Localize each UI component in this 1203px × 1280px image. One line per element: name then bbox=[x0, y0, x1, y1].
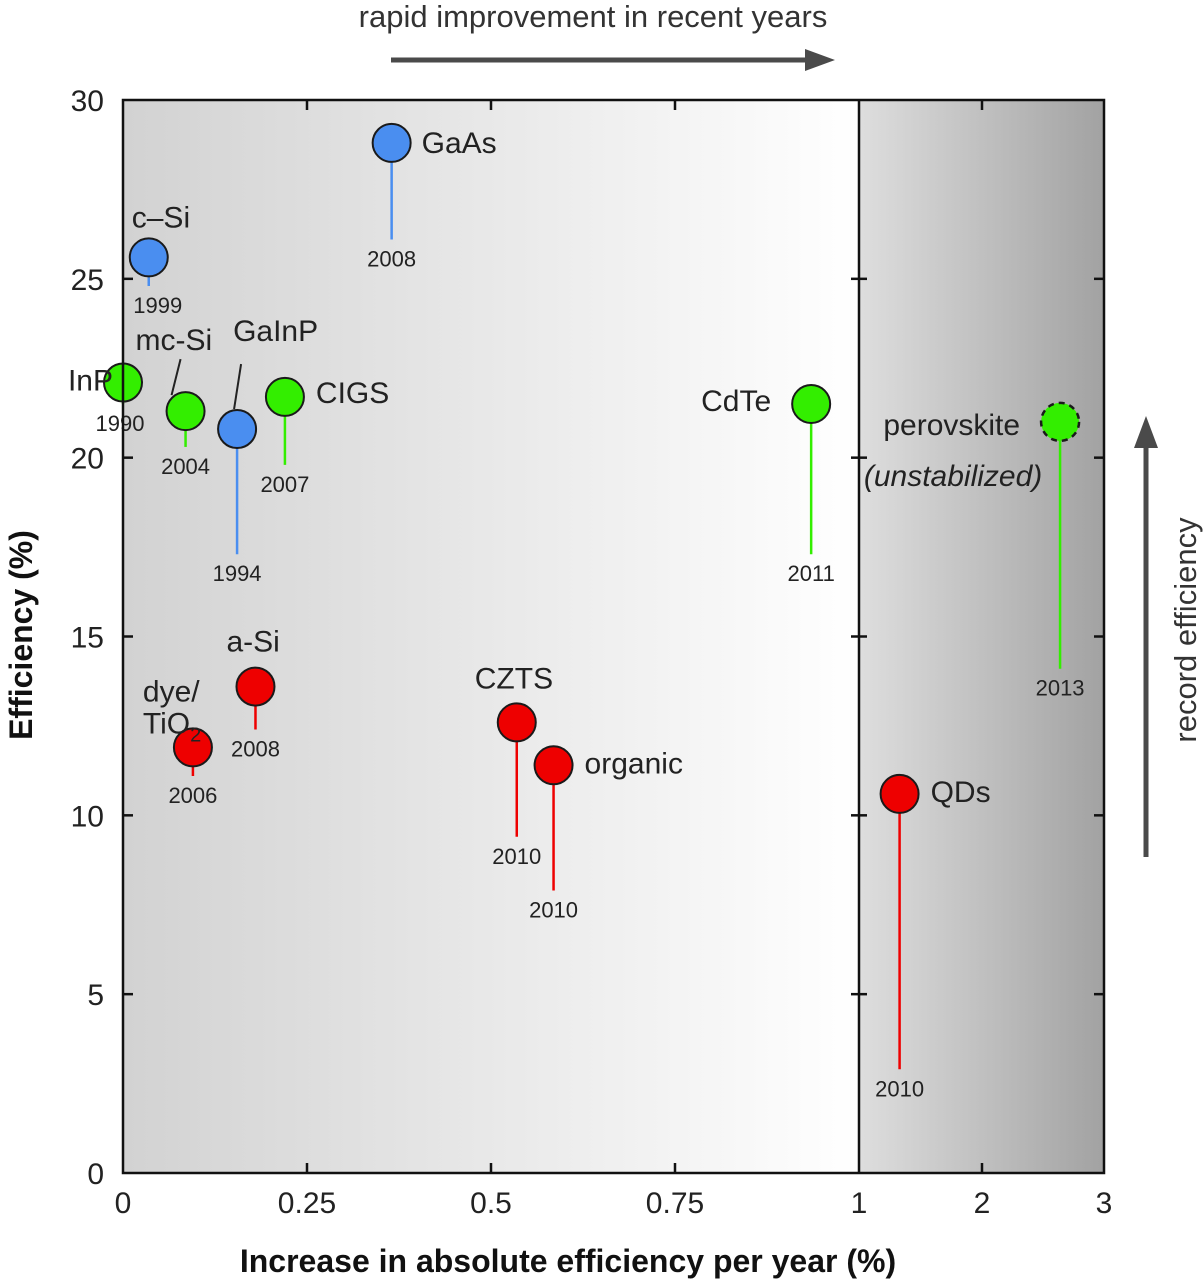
y-tick-label: 30 bbox=[71, 85, 104, 118]
x-tick-label: 3 bbox=[1096, 1187, 1113, 1220]
year-czts: 2010 bbox=[492, 844, 541, 869]
year-organic: 2010 bbox=[529, 897, 578, 922]
x-tick-label: 0.75 bbox=[646, 1187, 704, 1220]
year-gaas: 2008 bbox=[367, 246, 416, 271]
x-tick-label: 2 bbox=[974, 1187, 991, 1220]
leader-mc-si bbox=[170, 358, 182, 396]
y-tick-label: 25 bbox=[71, 264, 104, 297]
label-c-si: c–Si bbox=[132, 201, 190, 234]
marker-cigs bbox=[264, 376, 305, 417]
x-axis-title: Increase in absolute efficiency per year… bbox=[240, 1243, 896, 1279]
year-a-si: 2008 bbox=[231, 736, 280, 761]
year-mc-si: 2004 bbox=[161, 454, 210, 479]
marker-czts bbox=[496, 702, 537, 743]
label-mc-si: mc-Si bbox=[136, 324, 213, 357]
marker-perovskite bbox=[1039, 401, 1081, 443]
year-cdte: 2011 bbox=[788, 561, 835, 586]
right-annotation: record efficiency bbox=[1168, 517, 1203, 743]
year-qds: 2010 bbox=[875, 1076, 924, 1101]
marker-organic bbox=[533, 745, 574, 786]
label-qds: QDs bbox=[931, 776, 991, 809]
plot-background-right bbox=[859, 100, 1104, 1173]
x-tick-label: 0.25 bbox=[278, 1187, 336, 1220]
y-tick-label: 15 bbox=[71, 622, 104, 655]
y-tick-label: 10 bbox=[71, 800, 104, 833]
year-perovskite: 2013 bbox=[1036, 676, 1085, 701]
marker-mc-si bbox=[165, 391, 206, 432]
label-dye-tio2: dye/TiO2 bbox=[143, 675, 201, 746]
x-tick-label: 1 bbox=[851, 1187, 868, 1220]
label-cigs: CIGS bbox=[316, 377, 389, 410]
marker-c-si bbox=[128, 237, 169, 278]
note-perovskite: (unstabilized) bbox=[864, 460, 1042, 493]
label-czts: CZTS bbox=[475, 662, 553, 695]
label-gaas: GaAs bbox=[422, 127, 497, 160]
year-gainp: 1994 bbox=[213, 561, 262, 586]
label-cdte: CdTe bbox=[701, 385, 771, 418]
marker-qds bbox=[879, 773, 920, 814]
plot-background-left bbox=[123, 100, 859, 1173]
year-c-si: 1999 bbox=[133, 293, 182, 318]
right-arrow-head bbox=[1134, 416, 1158, 448]
leader-gainp bbox=[233, 363, 243, 410]
y-tick-label: 20 bbox=[71, 443, 104, 476]
x-tick-label: 0.5 bbox=[470, 1187, 512, 1220]
top-annotation: rapid improvement in recent years bbox=[359, 0, 828, 34]
y-tick-label: 0 bbox=[87, 1158, 104, 1191]
y-axis-title: Efficiency (%) bbox=[3, 530, 39, 740]
label-organic: organic bbox=[585, 747, 683, 780]
label-gainp: GaInP bbox=[233, 315, 318, 348]
y-tick-label: 5 bbox=[87, 979, 104, 1012]
x-tick-label: 0 bbox=[115, 1187, 132, 1220]
marker-cdte bbox=[791, 384, 832, 425]
year-dye-tio2: 2006 bbox=[168, 783, 217, 808]
label-inp: InP bbox=[68, 365, 113, 398]
label-a-si: a-Si bbox=[226, 626, 279, 659]
marker-a-si bbox=[235, 666, 276, 707]
marker-dye-tio2 bbox=[172, 727, 213, 768]
year-inp: 1990 bbox=[96, 411, 145, 436]
year-cigs: 2007 bbox=[260, 472, 309, 497]
top-arrow-head bbox=[805, 49, 835, 71]
marker-gainp bbox=[217, 409, 258, 450]
label-perovskite: perovskite bbox=[883, 409, 1020, 442]
marker-gaas bbox=[371, 122, 412, 163]
